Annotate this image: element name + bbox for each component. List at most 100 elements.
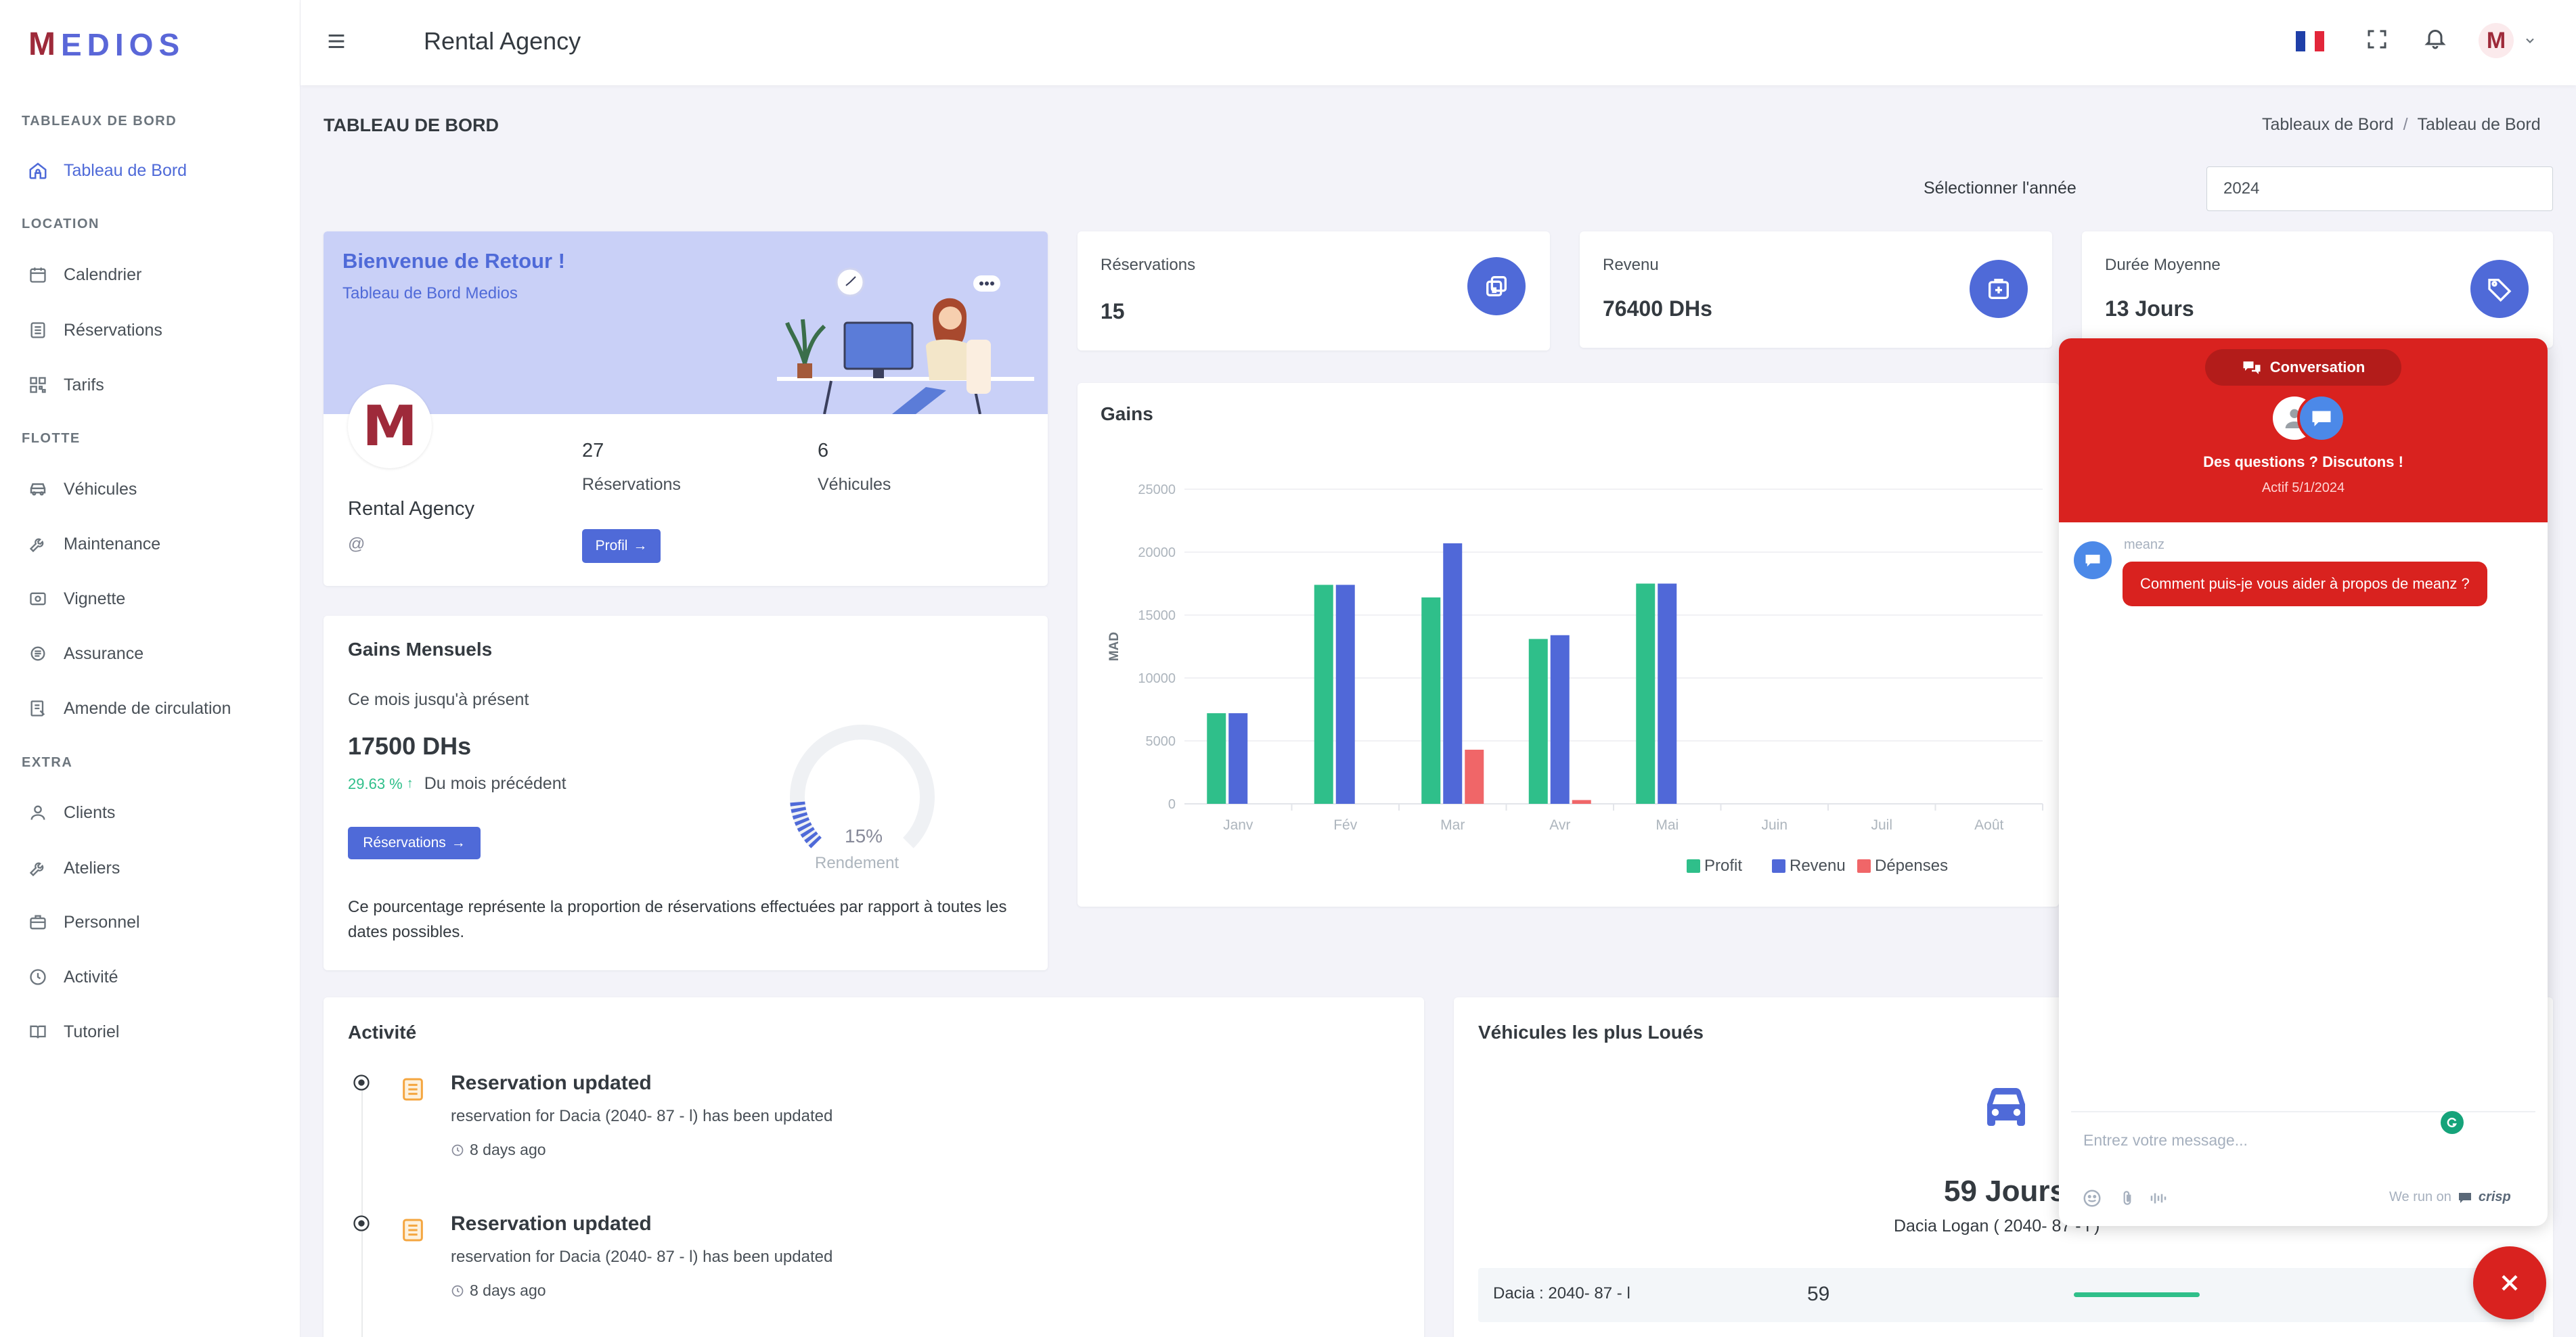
close-icon <box>2496 1269 2523 1296</box>
agency-email: @ <box>348 535 365 553</box>
sidebar-item-label: Tarifs <box>64 375 104 394</box>
wrench-icon <box>27 533 49 555</box>
chart-title: Gains <box>1101 403 1153 424</box>
sidebar-item-clients[interactable]: Clients <box>27 796 115 830</box>
bar-profit <box>1421 597 1441 804</box>
sidebar-item-label: Véhicules <box>64 479 137 499</box>
sidebar-item-label: Maintenance <box>64 534 161 553</box>
stat-value: 15 <box>1101 299 1125 323</box>
activity-item-desc: reservation for Dacia (2040- 87 - l) has… <box>451 1107 833 1125</box>
sidebar-item-personnel[interactable]: Personnel <box>27 905 140 939</box>
sticker-icon <box>27 588 49 610</box>
emoji-icon[interactable] <box>2082 1188 2102 1208</box>
agency-avatar-letter: M <box>362 394 418 459</box>
x-tick-label: Mar <box>1440 817 1465 833</box>
chat-close-button[interactable] <box>2473 1246 2546 1319</box>
grammarly-icon[interactable] <box>2441 1111 2464 1134</box>
conversation-pill[interactable]: Conversation <box>2205 349 2401 386</box>
logo-m: M <box>28 26 57 62</box>
attachment-icon[interactable] <box>2118 1188 2136 1208</box>
rental-days: 59 Jours <box>1944 1175 2066 1208</box>
footer-text: We run on <box>2389 1189 2451 1204</box>
sidebar-item-tarifs[interactable]: Tarifs <box>27 368 104 402</box>
crisp-footer[interactable]: We run on crisp <box>2389 1189 2511 1205</box>
vehicles-label: Véhicules <box>818 475 891 494</box>
sidebar-item-label: Vignette <box>64 589 126 608</box>
sidebar-item-label: Tutoriel <box>64 1022 120 1041</box>
x-tick-label: Janv <box>1223 817 1253 833</box>
book-icon <box>27 1021 49 1043</box>
sidebar-item-vignette[interactable]: Vignette <box>27 582 125 616</box>
gains-bar-chart: 0 5000 10000 15000 20000 25000 MAD Janv Fév Mar Av… <box>1107 482 2043 875</box>
x-tick-label: Juil <box>1871 817 1892 833</box>
breadcrumb-link[interactable]: Tableaux de Bord <box>2262 115 2394 134</box>
bar-revenu <box>1335 585 1355 804</box>
bar-revenu <box>1550 635 1570 804</box>
bar-revenu <box>1658 583 1677 804</box>
bar-profit <box>1528 639 1548 804</box>
topbar-title: Rental Agency <box>424 27 581 55</box>
logo[interactable]: M EDIOS <box>28 26 185 63</box>
sidebar-item-tableau-de-bord[interactable]: Tableau de Bord <box>27 154 187 187</box>
sidebar-item-label: Personnel <box>64 912 140 932</box>
monthly-period: Ce mois jusqu'à présent <box>348 690 529 709</box>
x-tick-label: Avr <box>1549 817 1570 833</box>
chat-header: Conversation Des questions ? Discutons !… <box>2059 338 2548 522</box>
menu-section-title: EXTRA <box>22 755 73 770</box>
activity-item-time: 8 days ago <box>451 1282 546 1300</box>
legend-swatch <box>1857 859 1871 873</box>
sidebar-item-amende[interactable]: Amende de circulation <box>27 692 231 725</box>
clock-icon <box>451 1143 464 1157</box>
y-tick-label: 25000 <box>1138 482 1176 497</box>
gauge-value: 15% <box>845 825 883 846</box>
activity-item-time: 8 days ago <box>451 1141 546 1159</box>
sidebar-item-ateliers[interactable]: Ateliers <box>27 851 120 885</box>
sidebar-item-activite[interactable]: Activité <box>27 960 118 994</box>
reservations-button[interactable]: Réservations → <box>348 827 481 859</box>
profile-button[interactable]: Profil → <box>582 529 661 563</box>
fullscreen-icon[interactable] <box>2365 27 2389 51</box>
sidebar-item-tutoriel[interactable]: Tutoriel <box>27 1015 119 1049</box>
sidebar-item-calendrier[interactable]: Calendrier <box>27 258 141 292</box>
crisp-logo-icon <box>2457 1191 2473 1204</box>
avatar[interactable]: M <box>2479 23 2514 58</box>
change-label: Du mois précédent <box>424 774 567 793</box>
conversation-label: Conversation <box>2269 359 2366 376</box>
stat-value: 76400 DHs <box>1603 296 1712 321</box>
document-icon <box>399 1217 426 1244</box>
activity-item-title: Reservation updated <box>451 1213 652 1235</box>
sidebar-item-vehicules[interactable]: Véhicules <box>27 472 137 506</box>
french-flag-icon[interactable] <box>2296 31 2324 51</box>
legend-label: Revenu <box>1790 857 1846 875</box>
chat-question: Des questions ? Discutons ! <box>2203 453 2403 470</box>
sidebar-item-assurance[interactable]: Assurance <box>27 637 143 671</box>
sidebar-item-reservations[interactable]: Réservations <box>27 313 162 347</box>
sidebar-item-label: Tableau de Bord <box>64 160 187 180</box>
chevron-down-icon[interactable] <box>2523 34 2537 47</box>
monthly-amount: 17500 DHs <box>348 732 472 760</box>
reservations-count: 27 <box>582 440 604 461</box>
chat-message: Comment puis-je vous aider à propos de m… <box>2123 562 2487 606</box>
breadcrumb-current: Tableau de Bord <box>2417 115 2541 134</box>
stat-label: Durée Moyenne <box>2105 256 2221 274</box>
workspace-illustration <box>770 252 1041 414</box>
list-icon <box>27 319 49 341</box>
legend-label: Dépenses <box>1875 857 1948 875</box>
menu-section-title: FLOTTE <box>22 431 81 446</box>
bell-icon[interactable] <box>2423 26 2447 50</box>
chat-input[interactable]: Entrez votre message... <box>2083 1131 2248 1149</box>
hamburger-menu-icon[interactable] <box>325 30 348 53</box>
car-icon <box>27 478 49 500</box>
sidebar-item-maintenance[interactable]: Maintenance <box>27 527 160 561</box>
row-value: 59 <box>1807 1283 1830 1305</box>
welcome-title: Bienvenue de Retour ! <box>342 249 565 273</box>
audio-icon[interactable] <box>2148 1188 2169 1208</box>
bot-avatar-icon <box>2297 394 2346 443</box>
stat-label: Revenu <box>1603 256 1659 274</box>
reservations-label: Réservations <box>582 475 681 494</box>
progress-track <box>2074 1292 2200 1297</box>
year-select[interactable]: 2024 <box>2206 166 2553 211</box>
x-tick-label: Août <box>1974 817 2003 833</box>
rendement-gauge <box>790 725 935 848</box>
y-tick-label: 10000 <box>1138 671 1176 686</box>
